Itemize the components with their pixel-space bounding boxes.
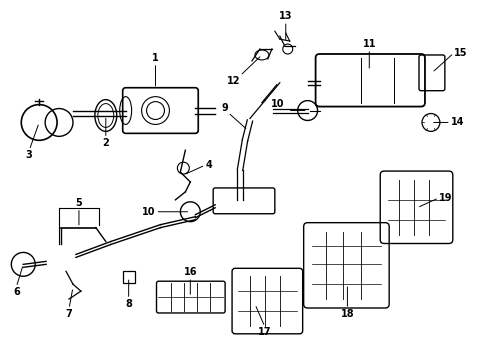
Text: 18: 18 — [340, 309, 353, 319]
Text: 10: 10 — [142, 207, 155, 217]
Text: 3: 3 — [26, 150, 33, 160]
Text: 19: 19 — [438, 193, 451, 203]
Text: 7: 7 — [65, 309, 72, 319]
Bar — [122, 271, 134, 283]
Text: 10: 10 — [271, 99, 284, 109]
Text: 2: 2 — [102, 138, 109, 148]
Text: 17: 17 — [258, 327, 271, 337]
Text: 6: 6 — [13, 287, 20, 297]
Text: 12: 12 — [226, 76, 240, 86]
Text: 16: 16 — [183, 267, 197, 277]
Text: 5: 5 — [76, 198, 82, 208]
Text: 8: 8 — [125, 299, 132, 309]
Text: 13: 13 — [279, 11, 292, 21]
Text: 15: 15 — [453, 48, 467, 58]
Text: 11: 11 — [362, 39, 375, 49]
Text: 1: 1 — [152, 53, 159, 63]
Text: 14: 14 — [450, 117, 464, 127]
Text: 4: 4 — [205, 160, 211, 170]
Text: 9: 9 — [221, 103, 227, 113]
